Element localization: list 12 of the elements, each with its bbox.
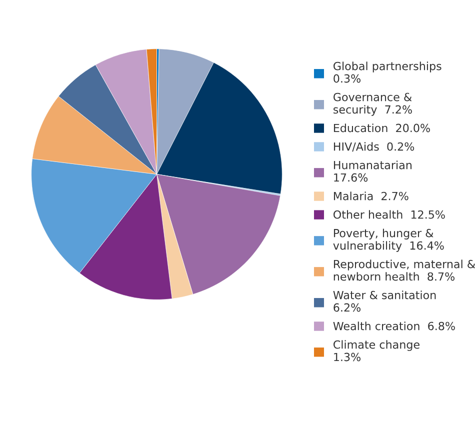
legend-label: Other health 12.5%	[334, 210, 445, 219]
legend-label: Humanatarian 17.6%	[334, 160, 412, 182]
legend-label: Poverty, hunger & vulnerability 16.4%	[333, 228, 444, 252]
legend-label: Reproductive, maternal & newborn health 8.7%	[334, 260, 475, 281]
legend-label: Education 20.0%	[334, 124, 430, 132]
legend-label: Global partnerships 0.3%	[334, 62, 442, 83]
legend-label: Water & sanitation 6.2%	[333, 290, 436, 312]
legend-label: Malaria 2.7%	[334, 192, 408, 200]
legend-label: Wealth creation 6.8%	[333, 322, 455, 330]
legend-label: Climate change 1.3%	[334, 340, 420, 362]
legend-label: Governance & security 7.2%	[333, 92, 412, 116]
legend-label: HIV/Aids 0.2%	[334, 142, 414, 152]
